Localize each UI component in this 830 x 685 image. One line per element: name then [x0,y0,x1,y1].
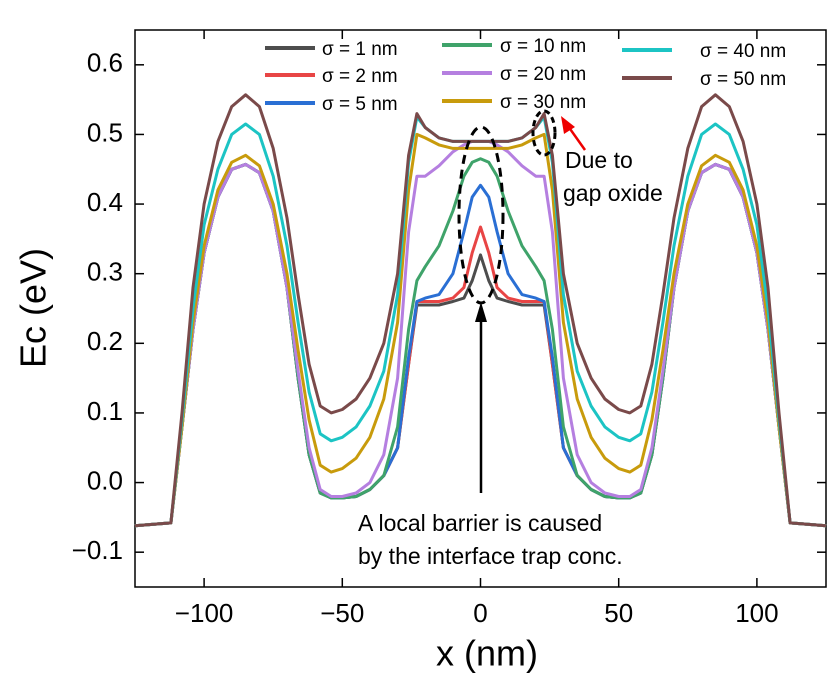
legend-label: σ = 20 nm [500,64,586,85]
y-tick-label: 0.5 [87,117,123,147]
series-line [134,93,827,528]
arrow-head [561,116,575,134]
series-line [134,132,827,528]
x-tick-label: −50 [320,598,364,628]
x-tick-label: 0 [473,598,487,628]
annotation: gap oxide [563,180,663,206]
arrow [566,125,587,151]
legend-label: σ = 5 nm [322,94,398,115]
highlight-ellipse [457,125,505,305]
legend-label: σ = 1 nm [322,39,398,60]
y-tick-label: 0.3 [87,257,123,287]
y-tick-label: 0.4 [87,187,123,217]
legend-label: σ = 30 nm [500,92,586,113]
y-tick-label: −0.1 [72,535,123,565]
y-axis-label: Ec (eV) [13,248,54,368]
x-tick-label: 50 [604,598,633,628]
y-tick-label: 0.6 [87,48,123,78]
x-axis-label: x (nm) [436,633,538,674]
y-tick-label: 0.1 [87,396,123,426]
plot-marks [134,93,827,528]
legend-label: σ = 10 nm [500,36,586,57]
annotation: by the interface trap conc. [358,543,623,569]
y-tick-label: 0.2 [87,326,123,356]
legend-label: σ = 2 nm [322,66,398,87]
annotation: Due to [565,147,633,173]
legend-label: σ = 40 nm [700,41,786,62]
legend-label: σ = 50 nm [700,69,786,90]
annotation: A local barrier is caused [358,510,602,536]
x-tick-label: 100 [735,598,778,628]
highlight-ellipse [531,109,557,157]
arrow-head [475,302,487,322]
x-tick-label: −100 [175,598,234,628]
y-tick-label: 0.0 [87,465,123,495]
